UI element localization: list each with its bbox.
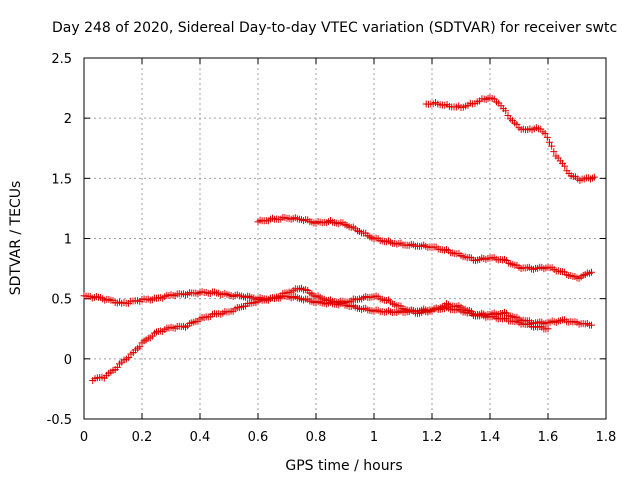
- data-point: [548, 142, 556, 150]
- y-tick-label: 1.5: [51, 172, 72, 187]
- x-axis-title: GPS time / hours: [285, 458, 402, 474]
- y-tick-label: 0.5: [51, 293, 72, 308]
- data-point: [125, 354, 133, 362]
- series-series-3: [254, 213, 595, 282]
- data-point: [588, 268, 595, 276]
- x-tick-label: 1.4: [480, 430, 501, 445]
- x-tick-labels: 0 0.2 0.4 0.6 0.8 1 1.2 1.4 1.6 1.8: [80, 430, 616, 445]
- data-point: [590, 173, 598, 181]
- y-axis-title: SDTVAR / TECUs: [8, 181, 24, 296]
- axis-ticks: [83, 57, 607, 420]
- data-point: [545, 138, 553, 146]
- x-tick-label: 0: [80, 430, 88, 445]
- data-point: [588, 321, 595, 329]
- y-tick-label: 0: [64, 353, 72, 368]
- data-point: [113, 363, 121, 371]
- series-series-2: [89, 284, 595, 384]
- y-tick-label: -0.5: [47, 413, 72, 428]
- x-tick-label: 0.4: [190, 430, 211, 445]
- y-tick-label: 2: [64, 112, 72, 127]
- data-point: [588, 174, 596, 182]
- x-tick-label: 1: [370, 430, 378, 445]
- data-point: [541, 129, 549, 137]
- data-points: [80, 94, 598, 384]
- data-point: [561, 162, 569, 170]
- x-tick-label: 1.2: [422, 430, 443, 445]
- data-point: [587, 175, 595, 183]
- data-point: [482, 95, 490, 103]
- y-tick-label: 2.5: [51, 52, 72, 67]
- series-series-4: [422, 94, 598, 185]
- data-point: [136, 343, 144, 351]
- y-tick-labels: -0.5 0 0.5 1 1.5 2 2.5: [47, 52, 72, 428]
- x-tick-label: 0.8: [306, 430, 327, 445]
- y-tick-label: 1: [64, 233, 72, 248]
- data-point: [550, 148, 558, 156]
- chart-title: Day 248 of 2020, Sidereal Day-to-day VTE…: [52, 20, 617, 36]
- x-tick-label: 0.6: [248, 430, 269, 445]
- data-point: [544, 325, 552, 333]
- x-tick-label: 1.6: [538, 430, 559, 445]
- data-point: [502, 107, 510, 115]
- grid-lines: [84, 58, 606, 419]
- x-tick-label: 1.8: [596, 430, 617, 445]
- x-tick-label: 0.2: [132, 430, 153, 445]
- data-point: [543, 133, 551, 141]
